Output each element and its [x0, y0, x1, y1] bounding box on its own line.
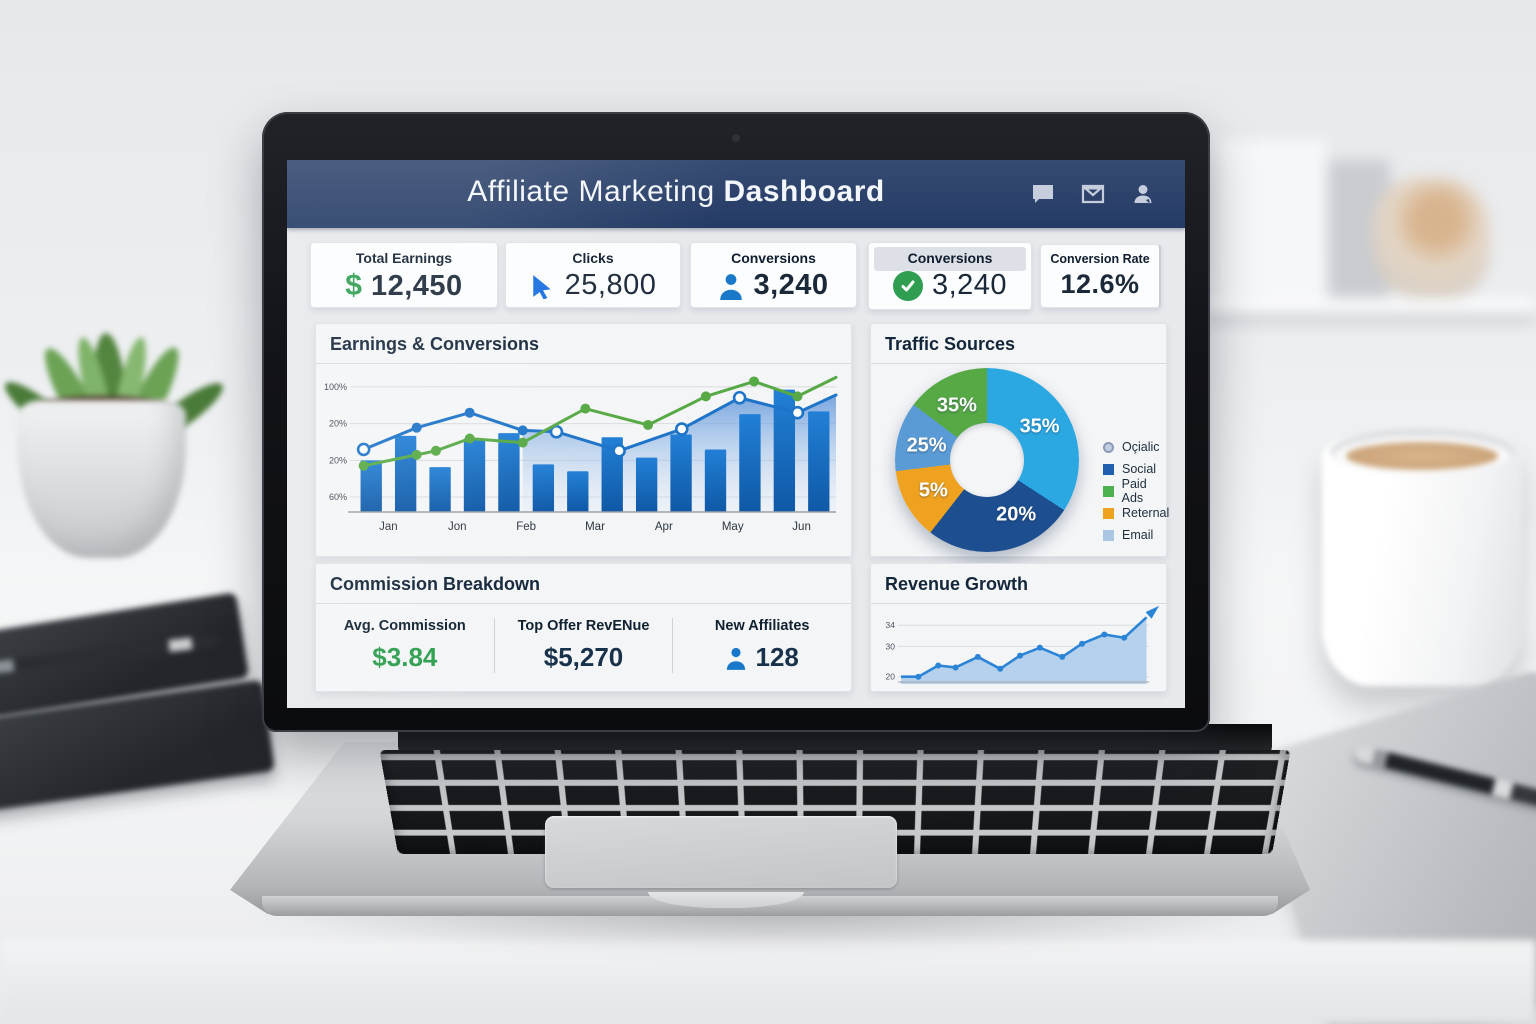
new-affiliates-stat: New Affiliates 128 — [672, 618, 851, 673]
stat-value: 3,240 — [931, 269, 1008, 301]
legend-label: Social — [1122, 462, 1157, 476]
stat-value: 3,240 — [753, 269, 829, 301]
shelf-board — [1205, 298, 1536, 314]
legend-item: Reternal — [1103, 502, 1169, 524]
coffee — [1346, 442, 1498, 470]
dashboard-screen: Affiliate Marketing Dashboard Total Earn… — [287, 160, 1185, 708]
donut-slice-label: 25% — [906, 434, 947, 457]
legend-marker — [1103, 485, 1114, 497]
cursor-arrow-icon — [532, 274, 551, 299]
coffee-mug — [1322, 438, 1522, 686]
donut-slice-label: 20% — [996, 503, 1037, 526]
legend-item: Social — [1103, 458, 1169, 480]
panel-title: Traffic Sources — [871, 324, 1166, 364]
legend-label: Paid Ads — [1121, 477, 1147, 505]
panel-title: Commission Breakdown — [316, 564, 851, 604]
plant-pot — [18, 400, 186, 558]
donut-slice-label: 35% — [1019, 415, 1060, 438]
svg-text:20%: 20% — [329, 455, 347, 465]
page-title: Affiliate Marketing Dashboard — [467, 175, 885, 208]
stat-card-conversions-verified[interactable]: Conversions 3,240 — [868, 242, 1032, 310]
legend-marker — [1103, 441, 1114, 453]
stat-card-clicks[interactable]: Clicks 25,800 — [505, 242, 681, 308]
person-icon — [727, 647, 746, 670]
stat-label: Conversions — [907, 250, 993, 266]
svg-text:Jan: Jan — [379, 521, 398, 533]
svg-text:20: 20 — [886, 672, 896, 682]
legend-label: Email — [1122, 528, 1154, 542]
stat-value: $3.84 — [372, 642, 438, 672]
svg-text:100%: 100% — [324, 382, 347, 392]
laptop-trackpad — [545, 816, 897, 888]
commission-breakdown-panel: Commission Breakdown Avg. Commission $3.… — [315, 563, 852, 692]
svg-text:30: 30 — [886, 641, 896, 651]
legend-item: Oçialic — [1103, 436, 1169, 458]
dollar-sign-icon: $ — [345, 269, 362, 302]
svg-text:Apr: Apr — [655, 521, 673, 533]
stat-value: 12.6% — [1060, 269, 1140, 299]
stat-label: Clicks — [572, 250, 614, 266]
desk-edge — [0, 940, 1536, 1024]
revenue-growth-panel: Revenue Growth 34 30 20 — [870, 563, 1167, 692]
shelf-box — [1218, 140, 1326, 300]
person-icon — [720, 273, 743, 300]
top-offer-revenue-stat: Top Offer RevENue $5,270 — [493, 618, 673, 673]
stat-value: 12,450 — [370, 269, 463, 302]
stat-label: New Affiliates — [714, 618, 810, 634]
legend-label: Oçialic — [1122, 440, 1160, 454]
legend-marker — [1103, 507, 1114, 519]
stat-value: 25,800 — [564, 269, 657, 301]
legend-marker — [1103, 463, 1114, 475]
chat-icon[interactable] — [1031, 182, 1055, 206]
stat-card-conversions[interactable]: Conversions 3,240 — [690, 242, 857, 308]
svg-text:Feb: Feb — [516, 521, 536, 533]
svg-text:Mar: Mar — [585, 521, 605, 533]
legend-item: Paid Ads — [1103, 477, 1169, 505]
stat-card-total-earnings[interactable]: Total Earnings $12,450 — [310, 242, 498, 308]
avg-commission-stat: Avg. Commission $3.84 — [316, 618, 494, 673]
svg-text:34: 34 — [886, 620, 896, 630]
stat-label: Conversions — [731, 250, 816, 266]
svg-text:20%: 20% — [329, 419, 347, 429]
stat-card-conversion-rate[interactable]: Conversion Rate 12.6% — [1040, 244, 1161, 308]
donut-slice-label: 5% — [918, 479, 948, 502]
stat-value: $5,270 — [543, 642, 624, 672]
stat-label: Total Earnings — [355, 250, 453, 266]
donut-hole — [950, 423, 1024, 497]
trackpad-notch — [648, 892, 804, 908]
check-circle-icon — [892, 270, 923, 301]
earnings-conversions-panel: Earnings & Conversions 100% 20% 20% 60% Jan J… — [315, 323, 852, 557]
selected-highlight — [874, 247, 1026, 271]
svg-text:60%: 60% — [329, 492, 347, 502]
stat-label: Avg. Commission — [343, 618, 466, 634]
mail-icon[interactable] — [1081, 182, 1105, 206]
stat-label: Conversion Rate — [1050, 252, 1150, 266]
stat-label: Top Offer RevENue — [517, 618, 650, 634]
app-header: Affiliate Marketing Dashboard — [287, 160, 1185, 228]
donut-slice-label: 35% — [936, 394, 977, 417]
svg-text:May: May — [722, 521, 744, 533]
svg-text:Jun: Jun — [792, 521, 811, 533]
panel-title: Revenue Growth — [871, 564, 1166, 604]
legend-label: Reternal — [1122, 506, 1170, 520]
revenue-growth-chart: 34 30 20 — [886, 606, 1159, 684]
stat-value: 128 — [755, 642, 799, 672]
legend-marker — [1103, 529, 1114, 541]
traffic-sources-panel: Traffic Sources 35% 20% 5% 25% 35% Oçialic So… — [870, 323, 1169, 557]
user-icon[interactable] — [1131, 182, 1155, 206]
svg-text:Jon: Jon — [448, 521, 467, 533]
decor-stone — [1372, 178, 1490, 300]
webcam — [732, 134, 740, 142]
earnings-conversions-chart: 100% 20% 20% 60% Jan Jon Feb Mar Apr May Jun — [324, 375, 838, 533]
chart-legend: Oçialic Social Paid Ads Reternal Email — [1103, 436, 1169, 546]
panel-title: Earnings & Conversions — [316, 324, 851, 364]
traffic-sources-donut-chart — [895, 368, 1079, 552]
legend-item: Email — [1103, 524, 1169, 546]
laptop-front-edge — [262, 896, 1278, 916]
